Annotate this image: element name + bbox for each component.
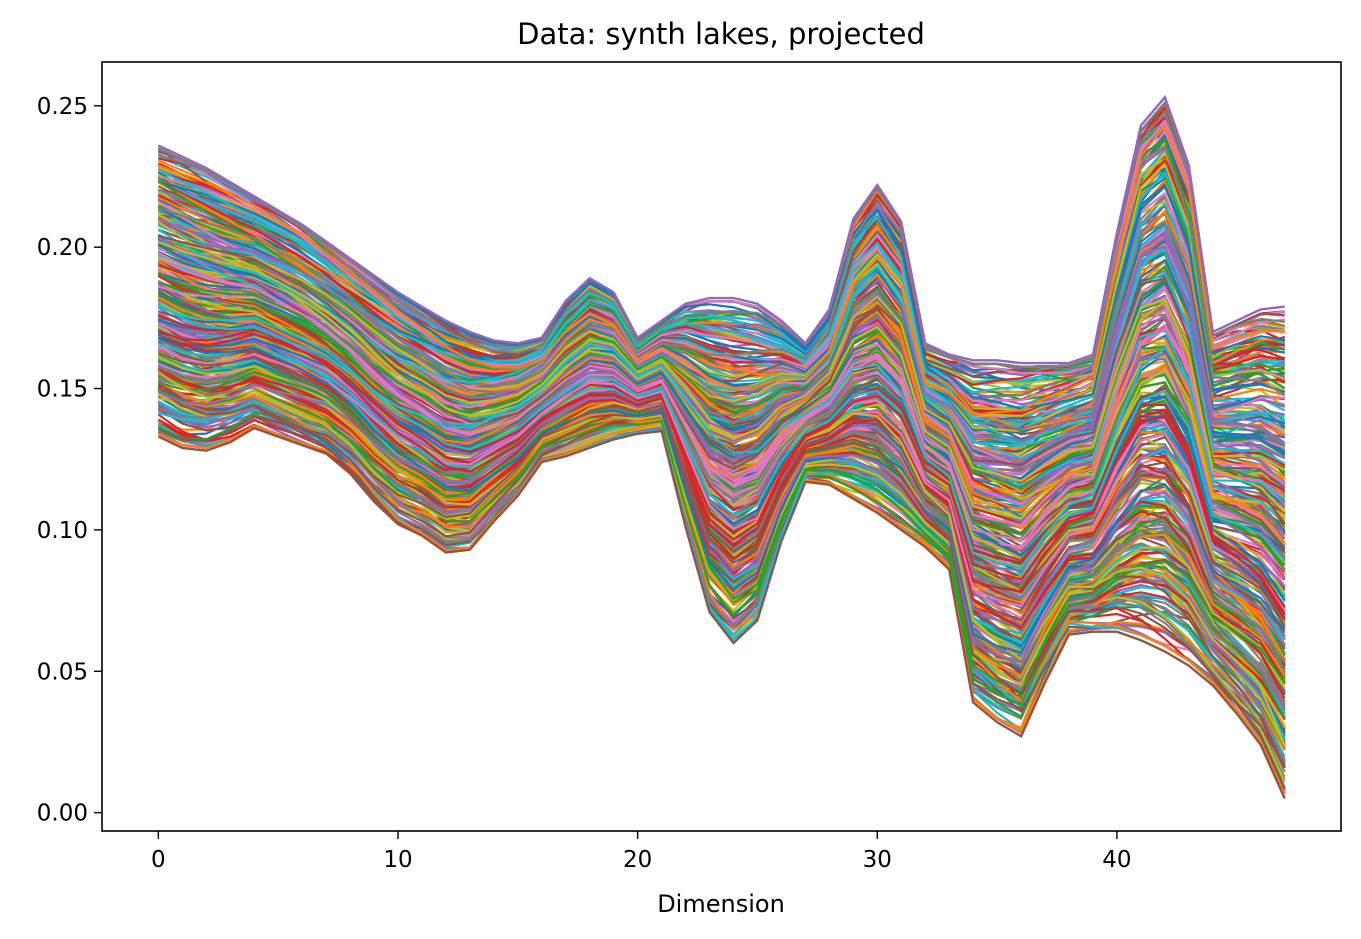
series-layer — [157, 94, 1286, 799]
series-line — [157, 302, 1286, 570]
series-line — [157, 314, 1286, 615]
plot-frame — [101, 61, 1342, 832]
series-line — [158, 234, 1286, 525]
series-line — [157, 389, 1286, 677]
x-axis: 0 10 20 30 40 — [151, 831, 1132, 873]
x-axis-label: Dimension — [657, 890, 785, 918]
y-tick-label: 0.05 — [37, 659, 88, 685]
series-line — [157, 398, 1286, 792]
x-tick-label: 20 — [623, 847, 652, 873]
y-axis: 0.00 0.05 0.10 0.15 0.20 0.25 — [37, 94, 102, 827]
series-line-upper-envelope — [157, 94, 1285, 365]
series-line — [157, 124, 1285, 417]
y-tick-label: 0.10 — [37, 518, 88, 544]
series-line — [157, 337, 1286, 654]
series-line — [157, 235, 1286, 506]
y-tick-label: 0.25 — [37, 94, 88, 120]
series-line — [157, 346, 1286, 612]
y-tick-label: 0.20 — [37, 235, 88, 261]
series-line — [157, 161, 1285, 450]
x-tick-label: 30 — [863, 847, 892, 873]
x-tick-label: 10 — [383, 847, 412, 873]
series-line — [157, 305, 1286, 581]
series-line — [157, 240, 1286, 513]
series-line — [157, 163, 1286, 418]
chart-title: Data: synth lakes, projected — [517, 17, 925, 51]
series-line — [157, 206, 1286, 447]
series-line — [157, 145, 1286, 396]
series-line — [157, 389, 1286, 719]
series-line — [158, 235, 1286, 488]
series-line — [157, 384, 1286, 664]
series-line — [158, 400, 1286, 795]
series-line — [157, 371, 1286, 728]
x-tick-label: 40 — [1102, 847, 1131, 873]
y-tick-label: 0.15 — [37, 377, 88, 403]
series-line-lower-envelope — [157, 426, 1286, 799]
series-line — [157, 365, 1286, 673]
series-line — [157, 257, 1286, 542]
series-line — [157, 418, 1286, 729]
x-tick-label: 0 — [151, 847, 166, 873]
y-tick-label: 0.00 — [37, 801, 88, 827]
series-line — [157, 371, 1286, 706]
series-line — [157, 404, 1286, 790]
series-line — [157, 272, 1286, 503]
series-line — [157, 404, 1286, 711]
